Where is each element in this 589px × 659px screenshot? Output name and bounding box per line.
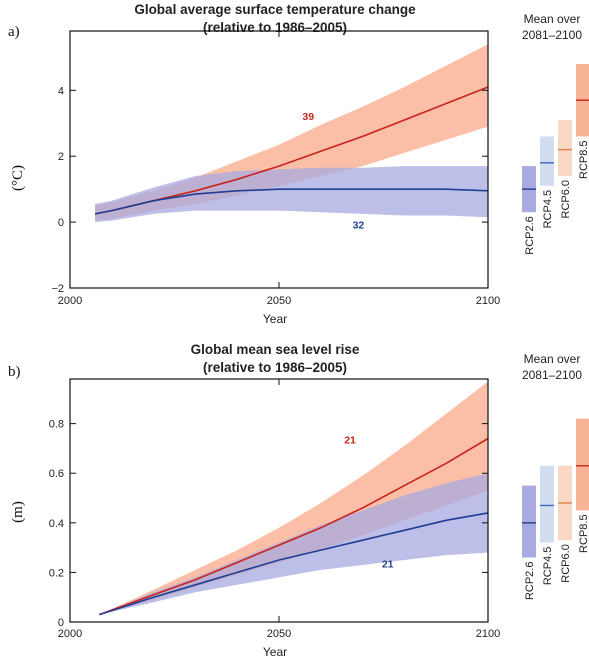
panel-letter: a) bbox=[8, 24, 20, 40]
side-bar-RCP4.5 bbox=[540, 465, 554, 543]
temperature-panel: Global average surface temperature chang… bbox=[8, 2, 589, 326]
chart-title: Global mean sea level rise bbox=[191, 342, 360, 357]
side-bar-label: RCP2.6 bbox=[524, 562, 536, 601]
side-bar-RCP2.6 bbox=[522, 485, 536, 558]
y-axis-label: (°C) bbox=[10, 165, 26, 191]
model-count-label: 39 bbox=[302, 111, 314, 123]
side-bar-RCP6.0 bbox=[558, 119, 572, 176]
side-panel-title: 2081–2100 bbox=[522, 28, 582, 42]
side-bar-RCP4.5 bbox=[540, 136, 554, 186]
mean-line-1 bbox=[94, 188, 489, 215]
side-bar-label: RCP4.5 bbox=[542, 190, 554, 229]
mean-line-1 bbox=[99, 512, 489, 616]
chart-subtitle: (relative to 1986–2005) bbox=[203, 360, 347, 375]
x-tick-label: 2100 bbox=[476, 295, 500, 307]
side-bar-label: RCP6.0 bbox=[560, 180, 572, 219]
x-axis-label: Year bbox=[263, 645, 287, 659]
model-count-label: 32 bbox=[353, 220, 365, 232]
y-tick-label: 0.2 bbox=[49, 567, 64, 579]
model-count-label: 21 bbox=[344, 434, 356, 446]
side-bar-label: RCP2.6 bbox=[524, 216, 536, 255]
side-panel-title: Mean over bbox=[524, 12, 581, 26]
model-count-label: 21 bbox=[382, 558, 394, 570]
y-axis-label: (m) bbox=[10, 501, 26, 523]
x-tick-label: 2050 bbox=[267, 295, 291, 307]
side-bar-label: RCP6.0 bbox=[560, 544, 572, 583]
side-bar-label: RCP4.5 bbox=[542, 547, 554, 586]
y-tick-label: 2 bbox=[58, 151, 64, 163]
y-tick-label: −2 bbox=[51, 283, 64, 295]
x-tick-label: 2050 bbox=[267, 628, 291, 640]
y-tick-label: 0.8 bbox=[49, 419, 64, 431]
y-tick-label: 4 bbox=[58, 85, 64, 97]
chart-title: Global average surface temperature chang… bbox=[134, 2, 416, 17]
side-panel-title: 2081–2100 bbox=[522, 368, 582, 382]
chart-subtitle: (relative to 1986–2005) bbox=[203, 20, 347, 35]
side-bar-label: RCP8.5 bbox=[578, 514, 589, 553]
x-tick-label: 2100 bbox=[476, 628, 500, 640]
x-tick-label: 2000 bbox=[58, 295, 82, 307]
side-bar-RCP8.5 bbox=[576, 418, 589, 511]
y-tick-label: 0.4 bbox=[49, 518, 64, 530]
panel-letter: b) bbox=[8, 364, 21, 380]
y-tick-label: 0 bbox=[58, 617, 64, 629]
side-panel-title: Mean over bbox=[524, 352, 581, 366]
y-tick-label: 0 bbox=[58, 217, 64, 229]
uncertainty-band-1 bbox=[95, 166, 488, 223]
x-axis-label: Year bbox=[263, 312, 287, 326]
x-tick-label: 2000 bbox=[58, 628, 82, 640]
sea-level-panel: Global mean sea level rise (relative to 1… bbox=[8, 342, 589, 659]
y-tick-label: 0.6 bbox=[49, 468, 64, 480]
side-bar-label: RCP8.5 bbox=[578, 140, 589, 179]
mean-line-0 bbox=[99, 437, 489, 616]
